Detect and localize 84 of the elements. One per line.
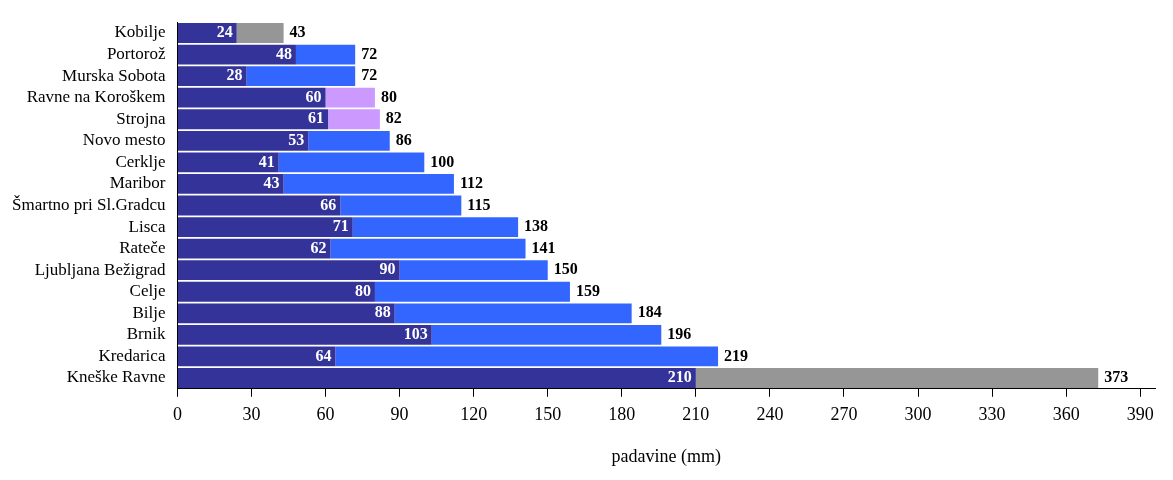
y-tick-label: Novo mesto (82, 130, 166, 150)
y-tick-label: Brnik (126, 324, 166, 344)
total-label: 138 (524, 217, 549, 235)
total-label: 82 (385, 109, 402, 127)
data-label: 61 (308, 109, 325, 127)
data-label: 103 (403, 325, 428, 343)
x-tick-label: 30 (242, 404, 261, 425)
y-tick-label: Bilje (132, 302, 166, 322)
x-tick-label: 60 (316, 404, 335, 425)
bar (283, 174, 454, 194)
bar (177, 66, 247, 87)
bar (177, 44, 296, 65)
bar (335, 346, 719, 367)
x-tick-label: 120 (460, 404, 488, 425)
total-label: 141 (531, 238, 556, 256)
total-label: 112 (459, 174, 484, 192)
x-tick-label: 90 (390, 404, 409, 425)
bar (177, 324, 432, 345)
x-axis-title: padavine (mm) (611, 445, 721, 467)
data-label: 64 (315, 346, 332, 364)
y-tick-label: Ravne na Koroškem (26, 87, 166, 107)
total-label: 159 (575, 281, 600, 299)
y-tick-label: Rateče (119, 238, 166, 258)
data-label: 80 (354, 281, 371, 299)
total-label: 115 (467, 195, 491, 213)
x-tick-label: 0 (172, 404, 182, 425)
x-tick-label: 390 (1126, 404, 1154, 425)
y-tick-label: Kobilje (114, 22, 166, 42)
y-tick-label: Lisca (128, 216, 166, 236)
data-label: 41 (258, 152, 275, 170)
total-label: 373 (1104, 368, 1129, 386)
y-tick-label: Portorož (106, 44, 166, 64)
data-label: 62 (310, 238, 327, 256)
total-label: 72 (361, 44, 378, 62)
bar (177, 174, 284, 194)
total-label: 150 (553, 260, 578, 278)
total-label: 72 (361, 66, 378, 84)
y-tick-label: Celje (129, 281, 166, 301)
x-tick-label: 240 (756, 404, 784, 425)
bar (177, 217, 353, 237)
x-tick-label: 330 (978, 404, 1006, 425)
y-tick-label: Maribor (109, 173, 166, 193)
data-label: 66 (320, 195, 337, 213)
data-label: 88 (374, 303, 391, 321)
x-tick-label: 150 (534, 404, 562, 425)
x-tick-label: 270 (830, 404, 858, 425)
data-label: 43 (263, 174, 280, 192)
total-label: 80 (380, 87, 397, 105)
y-tick-label: Strojna (116, 108, 166, 128)
y-tick-label: Šmartno pri Sl.Gradcu (12, 194, 166, 214)
total-label: 100 (430, 152, 455, 170)
bar (177, 346, 336, 367)
x-tick-label: 300 (904, 404, 932, 425)
total-label: 43 (289, 23, 306, 41)
data-label: 48 (275, 44, 292, 62)
bar (352, 217, 519, 237)
y-tick-label: Murska Sobota (62, 65, 166, 85)
total-label: 86 (395, 130, 412, 148)
total-label: 184 (637, 303, 662, 321)
data-label: 71 (332, 217, 349, 235)
data-label: 28 (226, 66, 243, 84)
x-tick-label: 210 (682, 404, 710, 425)
bar (431, 324, 662, 345)
data-label: 60 (305, 87, 322, 105)
data-label: 53 (288, 130, 305, 148)
data-label: 24 (216, 23, 233, 41)
x-tick-label: 180 (608, 404, 636, 425)
total-label: 196 (667, 325, 692, 343)
y-tick-label: Cerklje (115, 151, 166, 171)
y-tick-label: Ljubljana Bežigrad (34, 259, 166, 279)
data-label: 210 (667, 368, 692, 386)
bar (177, 23, 237, 43)
bar (340, 195, 462, 216)
bar (695, 368, 1099, 388)
bar (177, 195, 341, 216)
bar (295, 44, 356, 65)
data-label: 90 (379, 260, 396, 278)
bar (236, 23, 284, 43)
bar (246, 66, 356, 87)
x-tick-label: 360 (1052, 404, 1080, 425)
y-tick-label: Kneške Ravne (66, 367, 166, 387)
total-label: 219 (724, 346, 749, 364)
y-tick-label: Kredarica (98, 345, 166, 365)
bar (177, 368, 696, 388)
